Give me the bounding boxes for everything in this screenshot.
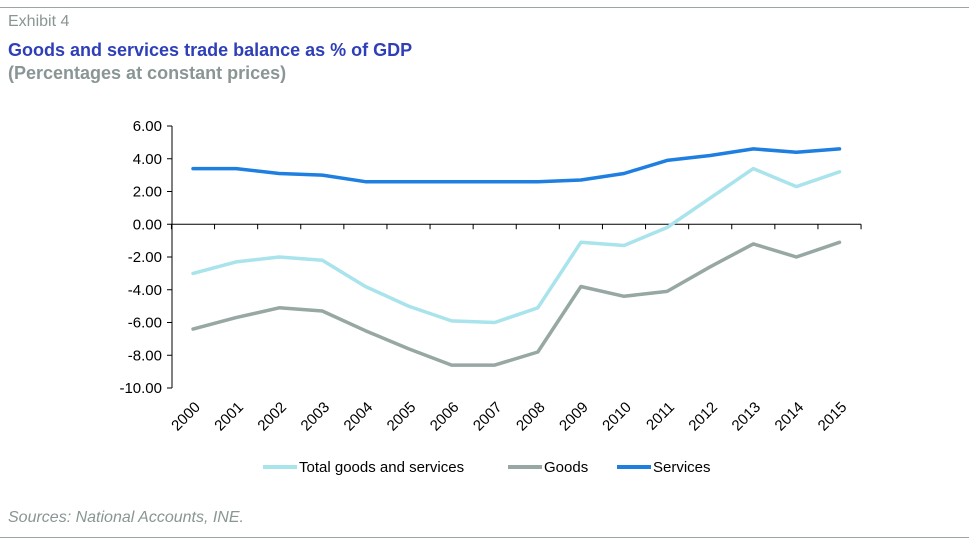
- y-tick-label: 6.00: [133, 118, 162, 135]
- y-tick-label: -10.00: [119, 380, 162, 397]
- series-line-total: [191, 166, 842, 325]
- y-tick-label: -8.00: [128, 347, 162, 364]
- x-tick-label: 2000: [168, 399, 204, 435]
- legend-label: Services: [653, 459, 711, 476]
- exhibit-label: Exhibit 4: [8, 13, 70, 30]
- y-tick-label: -2.00: [128, 249, 162, 266]
- series-line-services: [191, 147, 842, 184]
- x-tick-label: 2008: [513, 399, 549, 435]
- x-tick-label: 2013: [729, 399, 765, 435]
- y-tick-label: -4.00: [128, 282, 162, 299]
- x-tick-label: 2006: [427, 399, 463, 435]
- series-line-goods: [191, 240, 842, 367]
- legend-label: Total goods and services: [299, 459, 464, 476]
- x-tick-label: 2001: [211, 399, 247, 435]
- x-tick-label: 2002: [254, 399, 290, 435]
- x-tick-label: 2009: [556, 399, 592, 435]
- y-tick-label: 2.00: [133, 184, 162, 201]
- x-tick-label: 2003: [298, 399, 334, 435]
- chart-title: Goods and services trade balance as % of…: [8, 40, 413, 60]
- x-tick-label: 2005: [384, 399, 420, 435]
- x-tick-label: 2011: [643, 399, 678, 434]
- x-tick-label: 2015: [815, 399, 851, 435]
- y-tick-label: 4.00: [133, 151, 162, 168]
- y-tick-label: 0.00: [133, 216, 162, 233]
- legend-label: Goods: [544, 459, 588, 476]
- source-note: Sources: National Accounts, INE.: [8, 509, 244, 526]
- x-tick-label: 2014: [772, 399, 808, 435]
- chart-subtitle: (Percentages at constant prices): [8, 63, 287, 83]
- x-tick-label: 2010: [599, 399, 635, 435]
- y-tick-label: -6.00: [128, 315, 162, 332]
- bottom-rule: [0, 537, 969, 538]
- x-tick-label: 2007: [470, 399, 506, 435]
- x-tick-label: 2012: [685, 399, 721, 435]
- top-rule: [0, 7, 969, 8]
- x-tick-label: 2004: [341, 399, 377, 435]
